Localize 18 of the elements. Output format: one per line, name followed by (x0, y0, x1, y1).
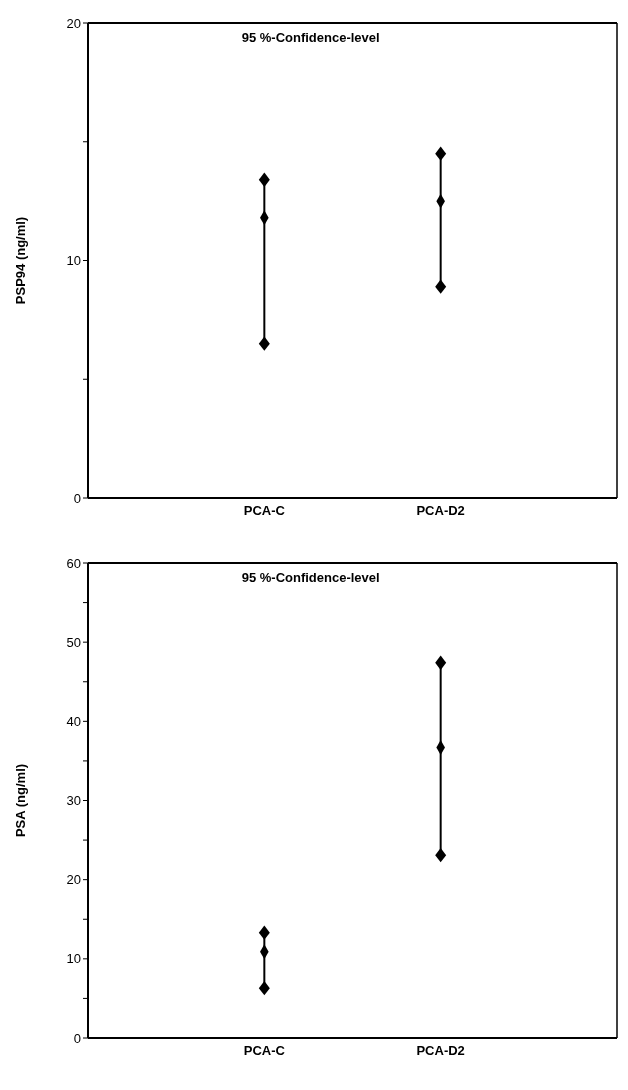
y-tick-label: 10 (66, 253, 81, 269)
annotation: 95 %-Confidence-level (241, 570, 380, 585)
x-tick-label: PCA-D2 (416, 1043, 465, 1059)
x-tick-label: PCA-C (243, 1043, 286, 1059)
y-tick-label: 30 (66, 793, 81, 809)
y-tick-label: 20 (66, 15, 81, 31)
y-axis-title: PSA (ng/ml) (12, 763, 28, 838)
y-tick-label: 0 (73, 1030, 81, 1046)
annotation: 95 %-Confidence-level (241, 30, 380, 45)
y-tick-label: 0 (73, 490, 81, 506)
y-tick-label: 50 (66, 634, 81, 650)
y-tick-label: 60 (66, 555, 81, 571)
y-tick-label: 40 (66, 713, 81, 729)
x-tick-label: PCA-D2 (416, 503, 465, 519)
y-tick-label: 20 (66, 872, 81, 888)
y-tick-label: 10 (66, 951, 81, 967)
y-axis-title: PSP94 (ng/ml) (12, 216, 28, 305)
x-tick-label: PCA-C (243, 503, 286, 519)
